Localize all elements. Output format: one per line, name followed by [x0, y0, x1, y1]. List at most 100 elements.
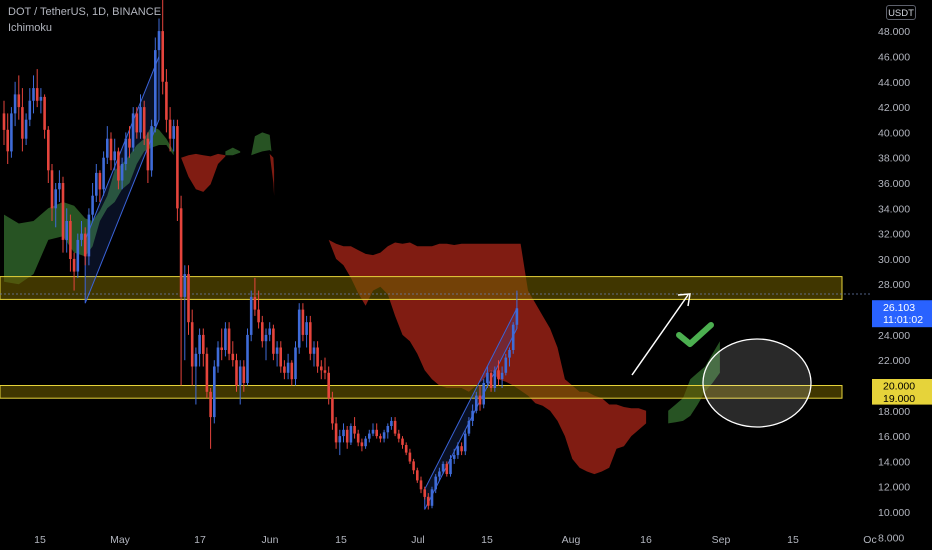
candle: [283, 360, 286, 380]
candle-body: [445, 463, 449, 474]
candle-body: [61, 183, 65, 240]
x-tick-label: 17: [194, 534, 206, 546]
candle-body: [117, 151, 120, 181]
candle-body: [382, 432, 386, 439]
candle-body: [179, 208, 183, 297]
candle: [301, 303, 305, 342]
x-tick-label: Jul: [411, 534, 424, 546]
candle-body: [460, 446, 463, 452]
candle-body: [427, 496, 430, 506]
candle-body: [386, 426, 390, 433]
candle-body: [360, 442, 364, 447]
candle: [264, 328, 268, 361]
candle: [98, 170, 102, 202]
candle: [261, 315, 264, 348]
candle: [198, 328, 201, 367]
candle: [449, 455, 452, 477]
candle-body: [249, 296, 253, 335]
symbol-title[interactable]: DOT / TetherUS, 1D, BINANCE: [8, 6, 162, 18]
candle-body: [21, 107, 24, 139]
candle: [397, 429, 401, 443]
candle-body: [338, 436, 342, 443]
candle-body: [489, 372, 493, 388]
x-tick-label: 15: [481, 534, 493, 546]
candle-body: [165, 81, 168, 120]
candle: [349, 423, 353, 445]
candle-body: [216, 347, 220, 367]
candle-body: [401, 438, 404, 445]
candle-body: [312, 347, 316, 354]
candle: [242, 360, 246, 392]
candle: [47, 126, 50, 183]
candle-body: [434, 476, 437, 490]
level-tag-label: 20.000: [883, 381, 915, 393]
candle: [279, 341, 282, 373]
candle-body: [43, 96, 46, 130]
candle-body: [261, 322, 264, 342]
y-tick-label: 30.000: [878, 254, 910, 266]
x-tick-label: 15: [787, 534, 799, 546]
candle: [249, 290, 253, 342]
level-tag-bg: [872, 379, 932, 392]
candle: [445, 461, 449, 477]
candle: [404, 442, 408, 456]
y-tick-label: 46.000: [878, 51, 910, 63]
time-axis[interactable]: 15 May 17 Jun 15 Jul 15 Aug 16 Sep 15 Oc: [34, 534, 877, 546]
candle: [504, 353, 508, 376]
candle-body: [50, 170, 54, 209]
candle: [58, 170, 61, 202]
candle: [327, 366, 330, 405]
y-tick-label: 38.000: [878, 153, 910, 165]
candle: [13, 81, 17, 127]
candle-body: [397, 433, 401, 439]
candle-body: [113, 151, 116, 161]
kumo-segment-bull: [225, 147, 241, 156]
price-axis[interactable]: 8.00010.00012.00014.00016.00018.00020.00…: [878, 26, 910, 544]
candle: [331, 391, 334, 430]
candle: [309, 315, 312, 361]
candle-body: [154, 50, 157, 126]
candle-body: [264, 334, 268, 342]
candle-body: [297, 309, 301, 348]
candle-body: [183, 274, 187, 297]
candle: [320, 360, 323, 380]
check-mark-icon: [676, 322, 714, 347]
y-tick-label: 28.000: [878, 279, 910, 291]
kumo-segment-bull: [251, 132, 272, 156]
candle: [482, 379, 485, 409]
candle: [467, 417, 471, 437]
candle: [390, 417, 393, 430]
candle-body: [323, 370, 327, 373]
candle-body: [511, 324, 515, 350]
candle: [368, 429, 371, 443]
candle-body: [24, 119, 28, 139]
candle: [2, 100, 6, 145]
candle-body: [390, 420, 393, 426]
candle: [323, 357, 327, 380]
price-zone-1[interactable]: [0, 276, 843, 300]
candle: [342, 423, 345, 443]
candle: [91, 183, 94, 221]
candle: [246, 328, 249, 386]
candle: [109, 132, 113, 171]
candle-body: [150, 126, 153, 171]
candle-body: [246, 334, 249, 383]
candle-body: [190, 322, 194, 367]
y-tick-label: 36.000: [878, 178, 910, 190]
candle-body: [35, 88, 39, 101]
candle-body: [87, 214, 91, 257]
candle-body: [331, 398, 334, 424]
candle: [463, 429, 467, 456]
candle-body: [438, 471, 441, 477]
candle: [345, 426, 349, 449]
candle-body: [290, 362, 294, 380]
candle-body: [419, 480, 423, 490]
candle: [375, 423, 378, 439]
indicator-label[interactable]: Ichimoku: [8, 22, 53, 34]
candle: [268, 322, 271, 342]
candle-body: [356, 433, 360, 443]
currency-unit-badge[interactable]: USDT: [886, 5, 916, 20]
candle: [312, 341, 316, 367]
candle-body: [423, 489, 426, 497]
